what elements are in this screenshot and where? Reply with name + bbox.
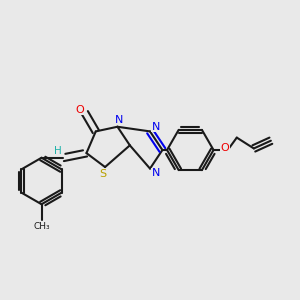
Text: O: O (75, 105, 84, 115)
Text: N: N (152, 122, 160, 132)
Text: CH₃: CH₃ (33, 222, 50, 231)
Text: H: H (54, 146, 61, 156)
Text: S: S (99, 169, 106, 179)
Text: N: N (152, 168, 160, 178)
Text: N: N (115, 115, 123, 125)
Text: O: O (220, 143, 229, 154)
